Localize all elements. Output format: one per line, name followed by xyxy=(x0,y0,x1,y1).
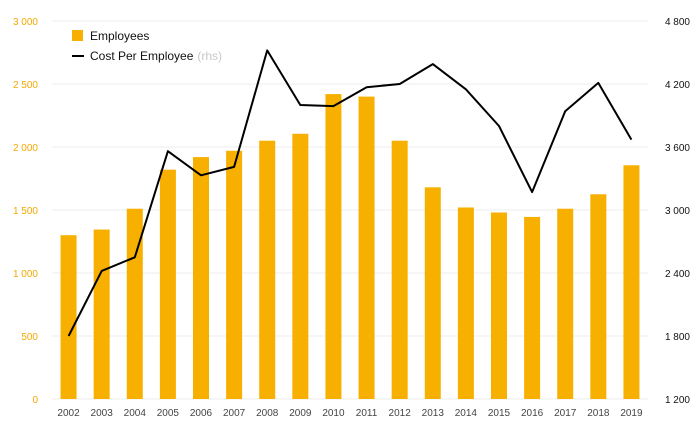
x-tick-label: 2017 xyxy=(554,408,577,419)
left-tick-label: 0 xyxy=(32,395,38,406)
x-tick-label: 2007 xyxy=(223,408,246,419)
bar-employees-2017 xyxy=(557,208,574,399)
x-tick-label: 2009 xyxy=(289,408,312,419)
x-tick-label: 2008 xyxy=(256,408,279,419)
right-tick-label: 1 800 xyxy=(665,332,690,343)
right-tick-label: 4 200 xyxy=(665,80,690,91)
x-tick-label: 2012 xyxy=(389,408,412,419)
x-tick-label: 2019 xyxy=(620,408,643,419)
x-tick-label: 2011 xyxy=(356,408,378,419)
legend-label-employees: Employees xyxy=(90,29,149,43)
right-axis-ticks: 1 200 1 800 2 400 3 000 3 600 4 200 4 800 xyxy=(665,17,690,406)
left-tick-label: 1 500 xyxy=(13,206,38,217)
bar-employees-2015 xyxy=(491,212,507,399)
legend-label-cost-per-employee: Cost Per Employee (rhs) xyxy=(90,49,222,63)
bar-employees-2006 xyxy=(193,157,209,399)
right-tick-label: 3 000 xyxy=(665,206,690,217)
bar-employees-2004 xyxy=(126,208,143,399)
x-tick-label: 2010 xyxy=(322,408,345,419)
bar-employees-2016 xyxy=(524,216,541,399)
gridlines xyxy=(52,20,648,400)
x-tick-label: 2018 xyxy=(587,408,610,419)
bar-employees-2005 xyxy=(159,169,176,399)
x-tick-label: 2005 xyxy=(157,408,180,419)
left-tick-label: 3 000 xyxy=(13,17,38,28)
bar-employees-2009 xyxy=(292,133,309,399)
x-tick-label: 2013 xyxy=(422,408,445,419)
x-tick-label: 2004 xyxy=(124,408,147,419)
x-tick-label: 2006 xyxy=(190,408,213,419)
bar-employees-2008 xyxy=(259,140,276,399)
bar-employees-2007 xyxy=(226,150,243,399)
bar-employees-2002 xyxy=(60,235,77,399)
bar-employees-2018 xyxy=(590,194,607,399)
x-tick-label: 2003 xyxy=(91,408,114,419)
left-tick-label: 500 xyxy=(21,332,38,343)
x-tick-label: 2016 xyxy=(521,408,544,419)
bar-employees-2011 xyxy=(358,96,375,399)
legend: Employees Cost Per Employee (rhs) xyxy=(72,29,222,63)
bar-employees-2014 xyxy=(457,207,474,399)
cost-per-employee-line xyxy=(67,49,633,337)
bar-employees-2013 xyxy=(424,187,441,399)
right-tick-label: 3 600 xyxy=(665,143,690,154)
left-tick-label: 1 000 xyxy=(13,269,38,280)
left-axis-ticks: 0 500 1 000 1 500 2 000 2 500 3 000 xyxy=(13,17,38,406)
bar-employees-2003 xyxy=(93,229,110,399)
x-tick-label: 2014 xyxy=(455,408,478,419)
bar-employees-2012 xyxy=(391,140,408,399)
right-tick-label: 1 200 xyxy=(665,395,690,406)
legend-swatch-employees xyxy=(72,30,83,41)
x-axis-ticks: 2002 2003 2004 2005 2006 2007 2008 2009 2010 2011… xyxy=(57,408,643,419)
right-tick-label: 4 800 xyxy=(665,17,690,28)
bar-employees-2019 xyxy=(623,165,640,399)
left-tick-label: 2 000 xyxy=(13,143,38,154)
left-tick-label: 2 500 xyxy=(13,80,38,91)
x-tick-label: 2002 xyxy=(57,408,80,419)
bar-employees-2010 xyxy=(325,94,342,399)
x-tick-label: 2015 xyxy=(488,408,511,419)
right-tick-label: 2 400 xyxy=(665,269,690,280)
employees-bars xyxy=(60,94,640,399)
